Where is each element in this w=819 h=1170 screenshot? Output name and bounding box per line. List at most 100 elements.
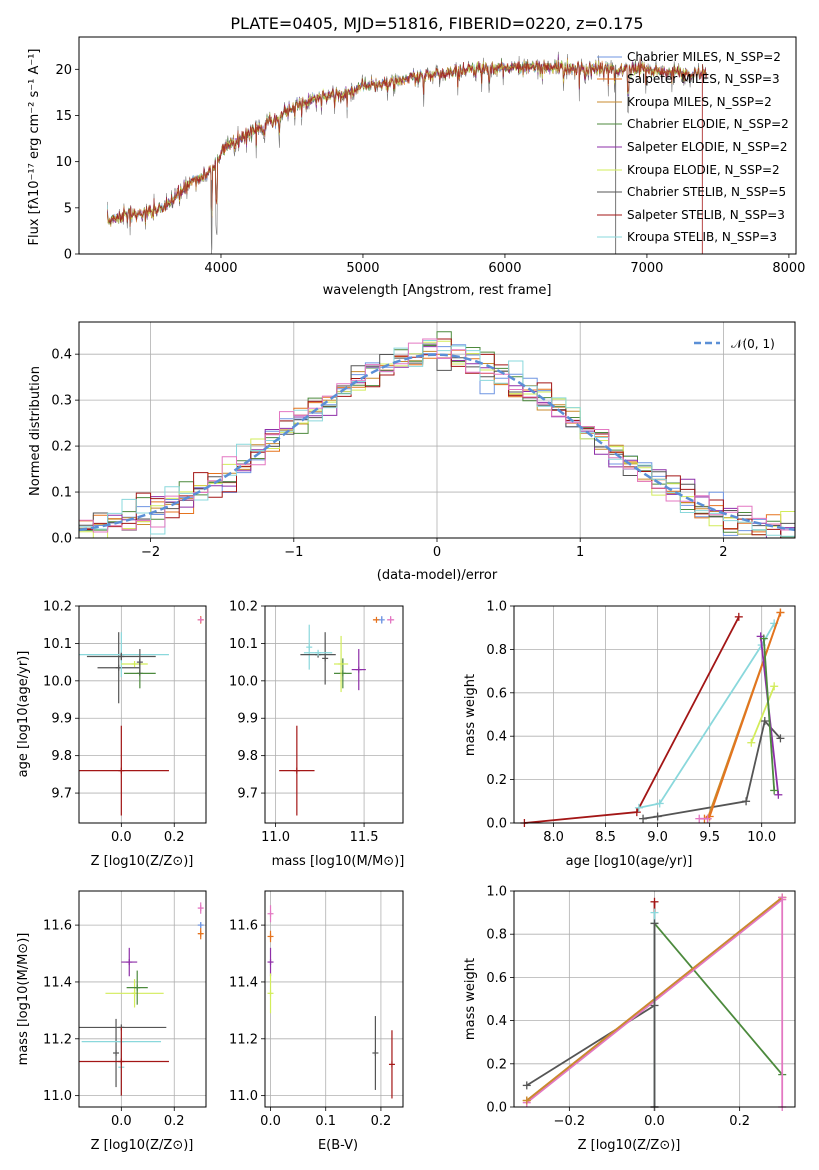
- x-tick-label: 0.1: [315, 1114, 336, 1129]
- x-tick-label: 0: [433, 545, 441, 560]
- x-tick-label: 0.0: [111, 1114, 132, 1129]
- plot-frame: [513, 605, 796, 824]
- age-vs-z-y-axis-label: age [log10(age/yr)]: [16, 651, 31, 778]
- plot-frame: [264, 890, 404, 1108]
- y-tick-label: 5: [64, 201, 72, 216]
- x-tick-label: 0.2: [164, 1114, 185, 1129]
- weight-line-chabrier-elodie: [653, 922, 783, 1076]
- y-tick-label: 0.0: [486, 1101, 507, 1116]
- x-tick-label: 0.2: [164, 830, 185, 845]
- data-point-kroupa-elodie: [334, 635, 349, 693]
- panel-mass-vs-z: 0.0 0.2 11.0 11.2 11.4 11.6 Z [log10(Z/Z⊙)] m…: [16, 890, 207, 1153]
- residuals-x-axis-label: (data-model)/error: [377, 568, 498, 583]
- legend-label-kroupa-elodie: Kroupa ELODIE, N_SSP=2: [627, 163, 780, 177]
- weight-line-kroupa-elodie: [750, 685, 776, 744]
- residual-histogram-9: [79, 338, 795, 538]
- y-tick-label: 11.6: [43, 919, 72, 934]
- residuals-y-axis-label: Normed distribution: [28, 366, 43, 496]
- y-tick-label: 9.9: [237, 712, 258, 727]
- y-tick-label: 10.0: [229, 674, 258, 689]
- data-point-chabrier-elodie: [334, 658, 352, 689]
- y-tick-label: 0.1: [51, 486, 72, 501]
- age-vs-z-plot-area: 0.0 0.2 9.7 9.8 9.9 10.0 10.1 10.2: [43, 600, 207, 845]
- legend-label-kroupa-stelib: Kroupa STELIB, N_SSP=3: [627, 230, 777, 244]
- data-point-chabrier-elodie: [126, 970, 148, 1005]
- y-tick-label: 9.8: [237, 749, 258, 764]
- spectrum-model-chabrier-stelib: [107, 57, 707, 227]
- y-tick-label: 11.0: [43, 1089, 72, 1104]
- panel-weight-vs-age: 8.0 8.5 9.0 9.5 10.0 0.0 0.2 0.4 0.6 0.8 1.0 age […: [463, 600, 796, 869]
- x-tick-label: 7000: [630, 261, 663, 276]
- y-tick-label: 0.2: [486, 1057, 507, 1072]
- mass-vs-z-plot-area: 0.0 0.2 11.0 11.2 11.4 11.6: [43, 890, 207, 1129]
- y-tick-label: 9.8: [51, 749, 72, 764]
- residuals-plot-area: −2 −1 0 1 2 0.0 0.1 0.2 0.3 0.4: [51, 321, 796, 560]
- y-tick-label: 0.0: [51, 532, 72, 547]
- legend-label-salpeter-stelib: Salpeter STELIB, N_SSP=3: [627, 208, 785, 222]
- x-tick-label: 9.0: [647, 830, 668, 845]
- x-tick-label: −1: [284, 545, 303, 560]
- y-tick-label: 11.6: [229, 919, 258, 934]
- data-point-chabrier-stelib: [136, 649, 143, 676]
- data-point-chabrier-stelib: [97, 632, 140, 704]
- y-tick-label: 0.6: [486, 971, 507, 986]
- y-tick-label: 15: [55, 109, 72, 124]
- spectrum-model-chabrier-miles: [107, 57, 707, 225]
- y-tick-label: 10.0: [43, 674, 72, 689]
- y-tick-label: 1.0: [486, 600, 507, 615]
- x-tick-label: 0.2: [729, 1114, 750, 1129]
- data-point-salpeter-miles: [267, 930, 274, 943]
- data-point-chabrier-stelib: [86, 652, 156, 661]
- y-tick-label: 9.9: [51, 712, 72, 727]
- x-tick-label: 11.0: [261, 830, 290, 845]
- mass-vs-z-y-axis-label: mass [log10(M/M⊙)]: [16, 933, 31, 1066]
- normal-distribution-curve: [79, 353, 795, 532]
- legend-label-salpeter-elodie: Salpeter ELODIE, N_SSP=2: [627, 140, 788, 154]
- x-tick-label: 5000: [346, 261, 379, 276]
- weight-vs-age-plot-area: 8.0 8.5 9.0 9.5 10.0 0.0 0.2 0.4 0.6 0.8 1.0: [486, 600, 796, 845]
- x-tick-label: 11.5: [350, 830, 379, 845]
- weight-vs-age-x-axis-label: age [log10(age/yr)]: [566, 854, 693, 869]
- spectrum-model-salpeter-stelib: [107, 58, 707, 227]
- y-tick-label: 10.2: [43, 600, 72, 615]
- data-point-chabrier-miles: [378, 616, 385, 624]
- weight-line-kroupa-stelib: [638, 622, 775, 809]
- panel-residuals: −2 −1 0 1 2 0.0 0.1 0.2 0.3 0.4 (data-model)/erro…: [28, 321, 796, 583]
- x-tick-label: 9.5: [699, 830, 720, 845]
- x-tick-label: 0.2: [371, 1114, 392, 1129]
- spectrum-model-kroupa-miles: [107, 57, 707, 228]
- y-tick-label: 11.0: [229, 1089, 258, 1104]
- data-point-kroupa-elodie: [105, 979, 164, 1008]
- data-point-pink: [387, 616, 395, 624]
- y-tick-label: 20: [55, 63, 72, 78]
- y-tick-label: 11.2: [229, 1032, 258, 1047]
- panel-age-vs-z: 0.0 0.2 9.7 9.8 9.9 10.0 10.1 10.2 Z [log10(Z/Z…: [16, 600, 207, 869]
- plot-frame: [78, 890, 207, 1108]
- x-tick-label: 10.0: [747, 830, 776, 845]
- data-point-salpeter-elodie: [351, 649, 366, 691]
- y-tick-label: 0.4: [486, 730, 507, 745]
- y-tick-label: 0.2: [486, 773, 507, 788]
- y-tick-label: 0.4: [51, 348, 72, 363]
- normal-legend-label: 𝒩(0, 1): [731, 337, 775, 351]
- data-point-pink: [197, 616, 204, 623]
- x-tick-label: 0.0: [260, 1114, 281, 1129]
- data-point-kroupa-stelib: [303, 649, 333, 656]
- y-tick-label: 11.4: [43, 975, 72, 990]
- weight-vs-z-x-axis-label: Z [log10(Z/Z⊙)]: [578, 1138, 681, 1153]
- legend-label-chabrier-miles: Chabrier MILES, N_SSP=2: [627, 50, 781, 64]
- plot-frame: [78, 36, 797, 255]
- x-tick-label: 0.0: [644, 1114, 665, 1129]
- y-tick-label: 11.2: [43, 1032, 72, 1047]
- data-point-chabrier-stelib: [322, 632, 329, 685]
- age-vs-mass-plot-area: 11.0 11.5 9.7 9.8 9.9 10.0 10.1 10.2: [229, 600, 404, 845]
- data-point-salpeter-elodie: [121, 947, 138, 977]
- data-point-kroupa-elodie: [121, 660, 148, 667]
- y-tick-label: 10.2: [229, 600, 258, 615]
- weight-line-salpeter-stelib: [524, 616, 740, 824]
- spectrum-plot-area: 4000 5000 6000 7000 8000 0 5 10 15 20: [55, 36, 805, 276]
- x-tick-label: 8.0: [543, 830, 564, 845]
- data-point-chabrier-miles: [197, 922, 204, 929]
- data-point-chabrier-stelib: [113, 1018, 120, 1088]
- y-tick-label: 0.8: [486, 643, 507, 658]
